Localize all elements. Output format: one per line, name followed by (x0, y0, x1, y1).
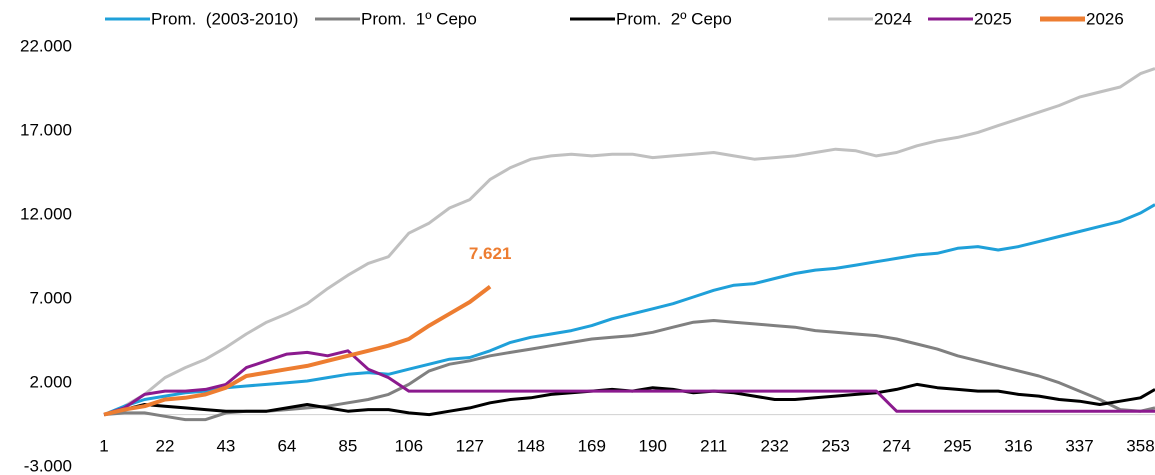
x-tick-label: 211 (700, 436, 727, 455)
x-tick-label: 64 (277, 436, 296, 455)
x-tick-label: 1 (99, 436, 108, 455)
y-tick-label: 2.000 (29, 372, 72, 391)
x-tick-label: 295 (943, 436, 971, 455)
legend-label: Prom. (2003-2010) (151, 9, 298, 28)
x-tick-label: 190 (639, 436, 667, 455)
data-label: 7.621 (469, 244, 512, 263)
legend-label: 2024 (874, 9, 912, 28)
x-tick-label: 316 (1004, 436, 1032, 455)
legend-label: Prom. 2º Cepo (616, 9, 732, 28)
x-tick-label: 85 (338, 436, 357, 455)
x-tick-label: 148 (517, 436, 545, 455)
x-tick-label: 274 (882, 436, 910, 455)
series-line (103, 285, 492, 417)
x-tick-label: 169 (578, 436, 606, 455)
x-tick-label: 358 (1126, 436, 1154, 455)
y-tick-label: 12.000 (20, 204, 72, 223)
series-line (103, 319, 1155, 422)
x-tick-label: 43 (216, 436, 235, 455)
y-tick-label: -3.000 (24, 456, 72, 475)
legend-label: Prom. 1º Cepo (361, 9, 477, 28)
legend-label: 2026 (1086, 9, 1124, 28)
series-line (103, 349, 1155, 417)
y-tick-label: 17.000 (20, 120, 72, 139)
x-tick-label: 253 (821, 436, 849, 455)
x-tick-label: 232 (760, 436, 788, 455)
x-tick-label: 337 (1065, 436, 1093, 455)
legend-label: 2025 (974, 9, 1012, 28)
series-line (103, 67, 1155, 416)
y-tick-label: 22.000 (20, 36, 72, 55)
series-line (103, 203, 1155, 416)
x-tick-label: 106 (395, 436, 423, 455)
x-tick-label: 127 (456, 436, 484, 455)
x-tick-label: 22 (156, 436, 175, 455)
plot-area (103, 67, 1155, 422)
y-tick-label: 7.000 (29, 288, 72, 307)
